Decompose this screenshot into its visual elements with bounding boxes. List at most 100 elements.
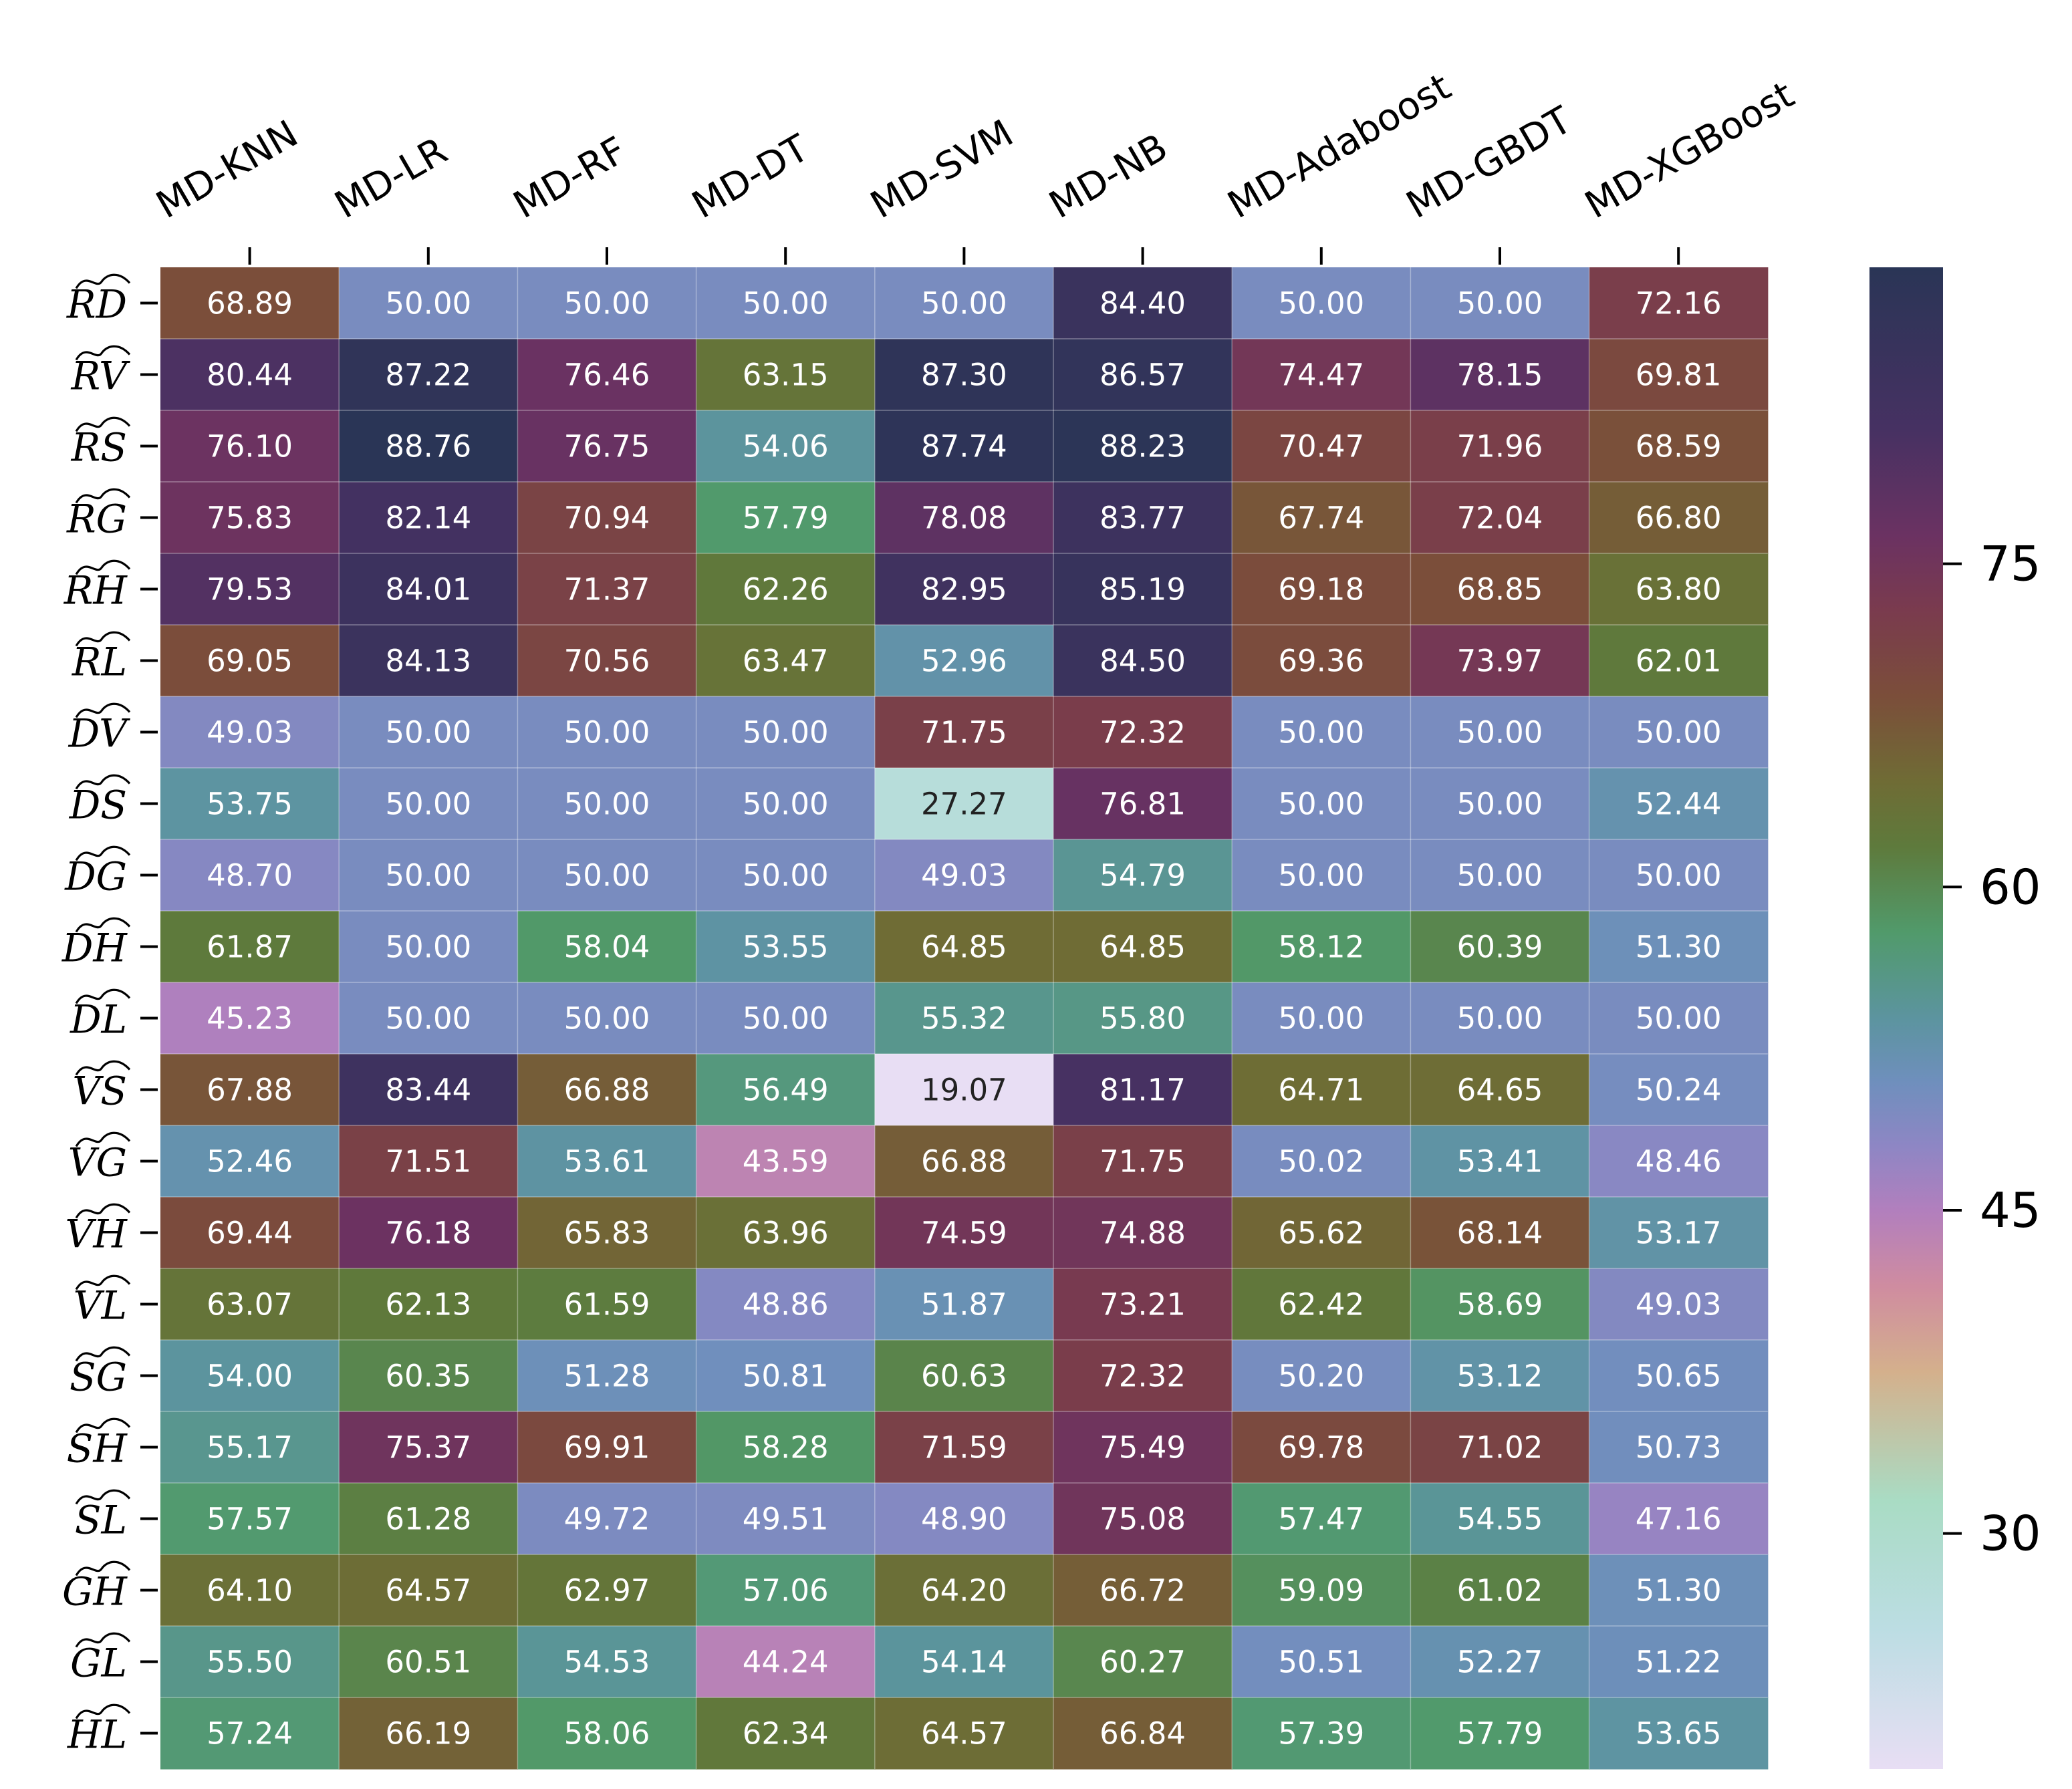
heatmap-cell bbox=[696, 1697, 876, 1770]
cell-value-label: 48.46 bbox=[1636, 1144, 1722, 1180]
heatmap-cell bbox=[874, 1268, 1054, 1341]
cell-value-label: 53.75 bbox=[207, 787, 293, 822]
y-tick-label: DV bbox=[68, 711, 130, 756]
cell-value-label: 64.71 bbox=[1278, 1073, 1364, 1108]
heatmap-cell bbox=[1053, 1697, 1233, 1770]
cell-value-label: 50.00 bbox=[1457, 286, 1543, 321]
y-tick-label: SG bbox=[70, 1355, 127, 1400]
cell-value-label: 71.59 bbox=[921, 1430, 1007, 1466]
heatmap-cell bbox=[696, 1054, 876, 1126]
y-tick-label: RD bbox=[66, 282, 127, 327]
heatmap-cell bbox=[339, 1411, 518, 1484]
heatmap-cell bbox=[874, 1697, 1054, 1770]
y-tick-label: RS bbox=[71, 425, 127, 470]
heatmap-cell bbox=[1589, 553, 1769, 626]
heatmap-cell bbox=[339, 768, 518, 840]
heatmap-cell bbox=[1410, 339, 1590, 411]
heatmap-cell bbox=[1053, 1340, 1233, 1412]
cell-value-label: 54.55 bbox=[1457, 1502, 1543, 1537]
heatmap-cell bbox=[1232, 768, 1411, 840]
cell-value-label: 64.85 bbox=[1099, 930, 1186, 965]
x-tick-label: MD-LR bbox=[328, 129, 455, 227]
heatmap-cell bbox=[1589, 267, 1769, 339]
heatmap-cell bbox=[874, 982, 1054, 1055]
cell-value-label: 62.26 bbox=[743, 572, 829, 607]
cell-value-label: 50.00 bbox=[385, 715, 471, 750]
heatmap-cell bbox=[1232, 1197, 1411, 1269]
heatmap-cell bbox=[1053, 482, 1233, 554]
cell-value-label: 62.34 bbox=[743, 1716, 829, 1752]
cell-value-label: 48.90 bbox=[921, 1502, 1007, 1537]
heatmap-cell bbox=[874, 911, 1054, 983]
heatmap-cell bbox=[160, 1268, 340, 1341]
heatmap-cell bbox=[160, 982, 340, 1055]
cell-value-label: 56.49 bbox=[743, 1073, 829, 1108]
tilde-accent bbox=[75, 1560, 131, 1576]
heatmap-cell bbox=[1410, 1697, 1590, 1770]
heatmap-cell bbox=[696, 1554, 876, 1627]
heatmap-cell-labels: 68.89 50.00 50.00 50.00 50.00 84.40 50.00 50.00… bbox=[207, 286, 1721, 1752]
cell-value-label: 50.00 bbox=[564, 787, 650, 822]
heatmap-cell bbox=[1053, 696, 1233, 769]
cell-value-label: 50.02 bbox=[1278, 1144, 1364, 1180]
heatmap-cell bbox=[160, 1554, 340, 1627]
heatmap-cell bbox=[1232, 839, 1411, 912]
cell-value-label: 64.57 bbox=[385, 1573, 471, 1609]
heatmap-cell bbox=[874, 1483, 1054, 1555]
cell-value-label: 55.32 bbox=[921, 1001, 1007, 1037]
cell-value-label: 59.09 bbox=[1278, 1573, 1364, 1609]
heatmap-cell bbox=[517, 553, 697, 626]
cell-value-label: 63.07 bbox=[207, 1287, 293, 1323]
heatmap-cell bbox=[874, 1340, 1054, 1412]
cell-value-label: 76.75 bbox=[564, 429, 650, 464]
tilde-accent bbox=[75, 273, 131, 289]
cell-value-label: 49.72 bbox=[564, 1502, 650, 1537]
heatmap-cell bbox=[874, 625, 1054, 697]
heatmap-cell bbox=[1053, 982, 1233, 1055]
heatmap-cell bbox=[874, 1197, 1054, 1269]
heatmap-cell bbox=[1232, 1411, 1411, 1484]
cell-value-label: 78.08 bbox=[921, 501, 1007, 536]
heatmap-cell bbox=[1410, 1483, 1590, 1555]
y-tick-label: VH bbox=[66, 1212, 128, 1257]
heatmap-cell bbox=[1589, 482, 1769, 554]
heatmap-cell bbox=[1410, 839, 1590, 912]
heatmap-cell bbox=[696, 339, 876, 411]
heatmap-cell bbox=[339, 1340, 518, 1412]
heatmap-cell bbox=[1589, 982, 1769, 1055]
cell-value-label: 81.17 bbox=[1099, 1073, 1186, 1108]
heatmap-cell bbox=[1410, 1125, 1590, 1198]
cell-value-label: 63.96 bbox=[743, 1216, 829, 1251]
cell-value-label: 69.81 bbox=[1636, 358, 1722, 393]
cell-value-label: 76.10 bbox=[207, 429, 293, 464]
cell-value-label: 84.40 bbox=[1099, 286, 1186, 321]
colorbar-gradient bbox=[1869, 267, 1943, 1769]
heatmap-cell bbox=[1410, 1054, 1590, 1126]
heatmap-cell bbox=[1410, 1268, 1590, 1341]
heatmap-cell bbox=[696, 1626, 876, 1698]
cell-value-label: 60.35 bbox=[385, 1359, 471, 1394]
heatmap-cell bbox=[1589, 1411, 1769, 1484]
heatmap-cell bbox=[517, 1054, 697, 1126]
cell-value-label: 76.46 bbox=[564, 358, 650, 393]
cell-value-label: 51.30 bbox=[1636, 1573, 1722, 1609]
cell-value-label: 75.49 bbox=[1099, 1430, 1186, 1466]
row-axis: RD RV RS RG RH RL DV DS DG DH DL VS VG VH VL SG SH SL GH GL… bbox=[61, 273, 158, 1758]
cell-value-label: 47.16 bbox=[1636, 1502, 1722, 1537]
heatmap-cell bbox=[696, 482, 876, 554]
cell-value-label: 83.44 bbox=[385, 1073, 471, 1108]
y-tick-label: DS bbox=[69, 783, 127, 828]
cell-value-label: 72.32 bbox=[1099, 715, 1186, 750]
cell-value-label: 66.88 bbox=[921, 1144, 1007, 1180]
heatmap-cell bbox=[1053, 768, 1233, 840]
heatmap-cell bbox=[1410, 1197, 1590, 1269]
cell-value-label: 53.61 bbox=[564, 1144, 650, 1180]
heatmap-cell bbox=[1053, 1197, 1233, 1269]
cell-value-label: 65.62 bbox=[1278, 1216, 1364, 1251]
cell-value-label: 57.79 bbox=[743, 501, 829, 536]
heatmap-cell bbox=[160, 339, 340, 411]
heatmap-cell bbox=[696, 1340, 876, 1412]
heatmap-cell bbox=[1053, 1626, 1233, 1698]
x-tick-label: MD-KNN bbox=[149, 112, 305, 227]
cell-value-label: 49.51 bbox=[743, 1502, 829, 1537]
